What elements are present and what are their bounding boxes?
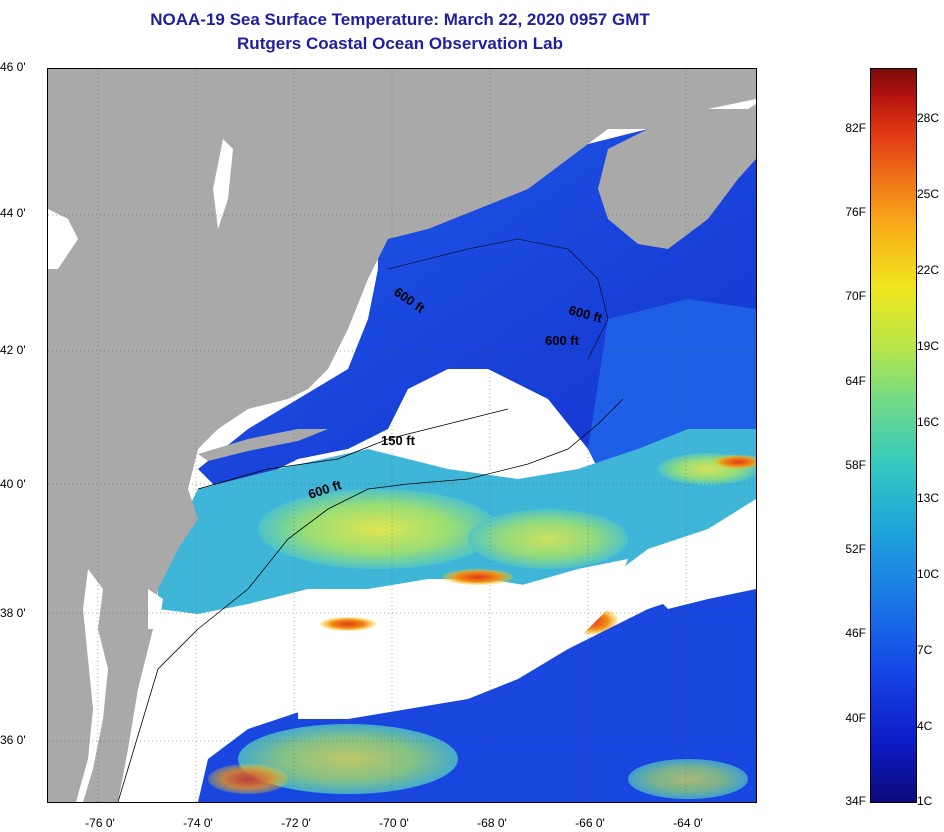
hot-patch-4 — [320, 617, 376, 631]
warm-eddy-se — [628, 759, 748, 799]
lat-label-38: 38 0' — [0, 606, 26, 620]
land-long-island — [198, 429, 328, 461]
warm-patch-1 — [258, 489, 498, 569]
lon-label-72: -72 0' — [281, 816, 311, 830]
colorbar-c-19: 19C — [917, 339, 940, 353]
colorbar-c-22: 22C — [917, 263, 940, 277]
colorbar-f-70: 70F — [845, 289, 866, 303]
colorbar-f-34: 34F — [845, 794, 866, 808]
colorbar-c-28: 28C — [917, 111, 940, 125]
lat-label-42: 42 0' — [0, 343, 26, 357]
lat-label-36: 36 0' — [0, 733, 26, 747]
colorbar-f-76: 76F — [845, 205, 866, 219]
lat-label-44: 44 0' — [0, 206, 26, 220]
lon-label-70: -70 0' — [379, 816, 409, 830]
warm-eddy-sw — [208, 764, 288, 794]
contour-label-3: 600 ft — [545, 333, 580, 348]
colorbar-c-13: 13C — [917, 491, 940, 505]
temperature-colorbar — [870, 68, 917, 803]
lon-label-64: -64 0' — [673, 816, 703, 830]
colorbar-c-25: 25C — [917, 187, 940, 201]
chesapeake-bay — [76, 569, 108, 802]
delaware-bay — [148, 589, 163, 629]
warm-patch-2 — [468, 509, 628, 569]
hot-patch-1 — [443, 569, 513, 585]
sst-map: 600 ft 600 ft 600 ft 150 ft 600 ft — [47, 68, 757, 803]
lake-champlain — [213, 139, 233, 229]
colorbar-c-4: 4C — [917, 719, 933, 733]
contour-label-4: 150 ft — [381, 433, 416, 448]
colorbar-c-10: 10C — [917, 567, 940, 581]
ontario-shore — [48, 209, 78, 269]
map-title: NOAA-19 Sea Surface Temperature: March 2… — [150, 10, 650, 29]
lon-label-74: -74 0' — [183, 816, 213, 830]
hot-patch-3 — [713, 455, 756, 469]
lon-label-66: -66 0' — [575, 816, 605, 830]
warm-eddy-south — [238, 724, 458, 794]
colorbar-f-52: 52F — [845, 542, 866, 556]
land-nova-scotia — [598, 104, 756, 249]
colorbar-f-58: 58F — [845, 458, 866, 472]
lat-label-46: 46 0' — [0, 60, 26, 74]
colorbar-f-64: 64F — [845, 374, 866, 388]
lon-label-68: -68 0' — [477, 816, 507, 830]
cloud-band-south — [298, 559, 628, 719]
colorbar-f-82: 82F — [845, 121, 866, 135]
map-subtitle: Rutgers Coastal Ocean Observation Lab — [237, 34, 563, 53]
sst-map-image: 600 ft 600 ft 600 ft 150 ft 600 ft — [48, 69, 756, 802]
isobath-600ft — [117, 398, 624, 802]
isobath-150ft — [197, 408, 509, 490]
lat-label-40: 40 0' — [0, 477, 26, 491]
colorbar-c-1: 1C — [917, 794, 933, 808]
colorbar-f-40: 40F — [845, 711, 866, 725]
colorbar-c-7: 7C — [917, 643, 933, 657]
lon-label-76: -76 0' — [85, 816, 115, 830]
colorbar-f-46: 46F — [845, 626, 866, 640]
land-mainland — [48, 69, 756, 802]
cloud-band-east — [628, 519, 756, 609]
isobath-gulf-maine — [387, 238, 609, 360]
colorbar-c-16: 16C — [917, 415, 940, 429]
